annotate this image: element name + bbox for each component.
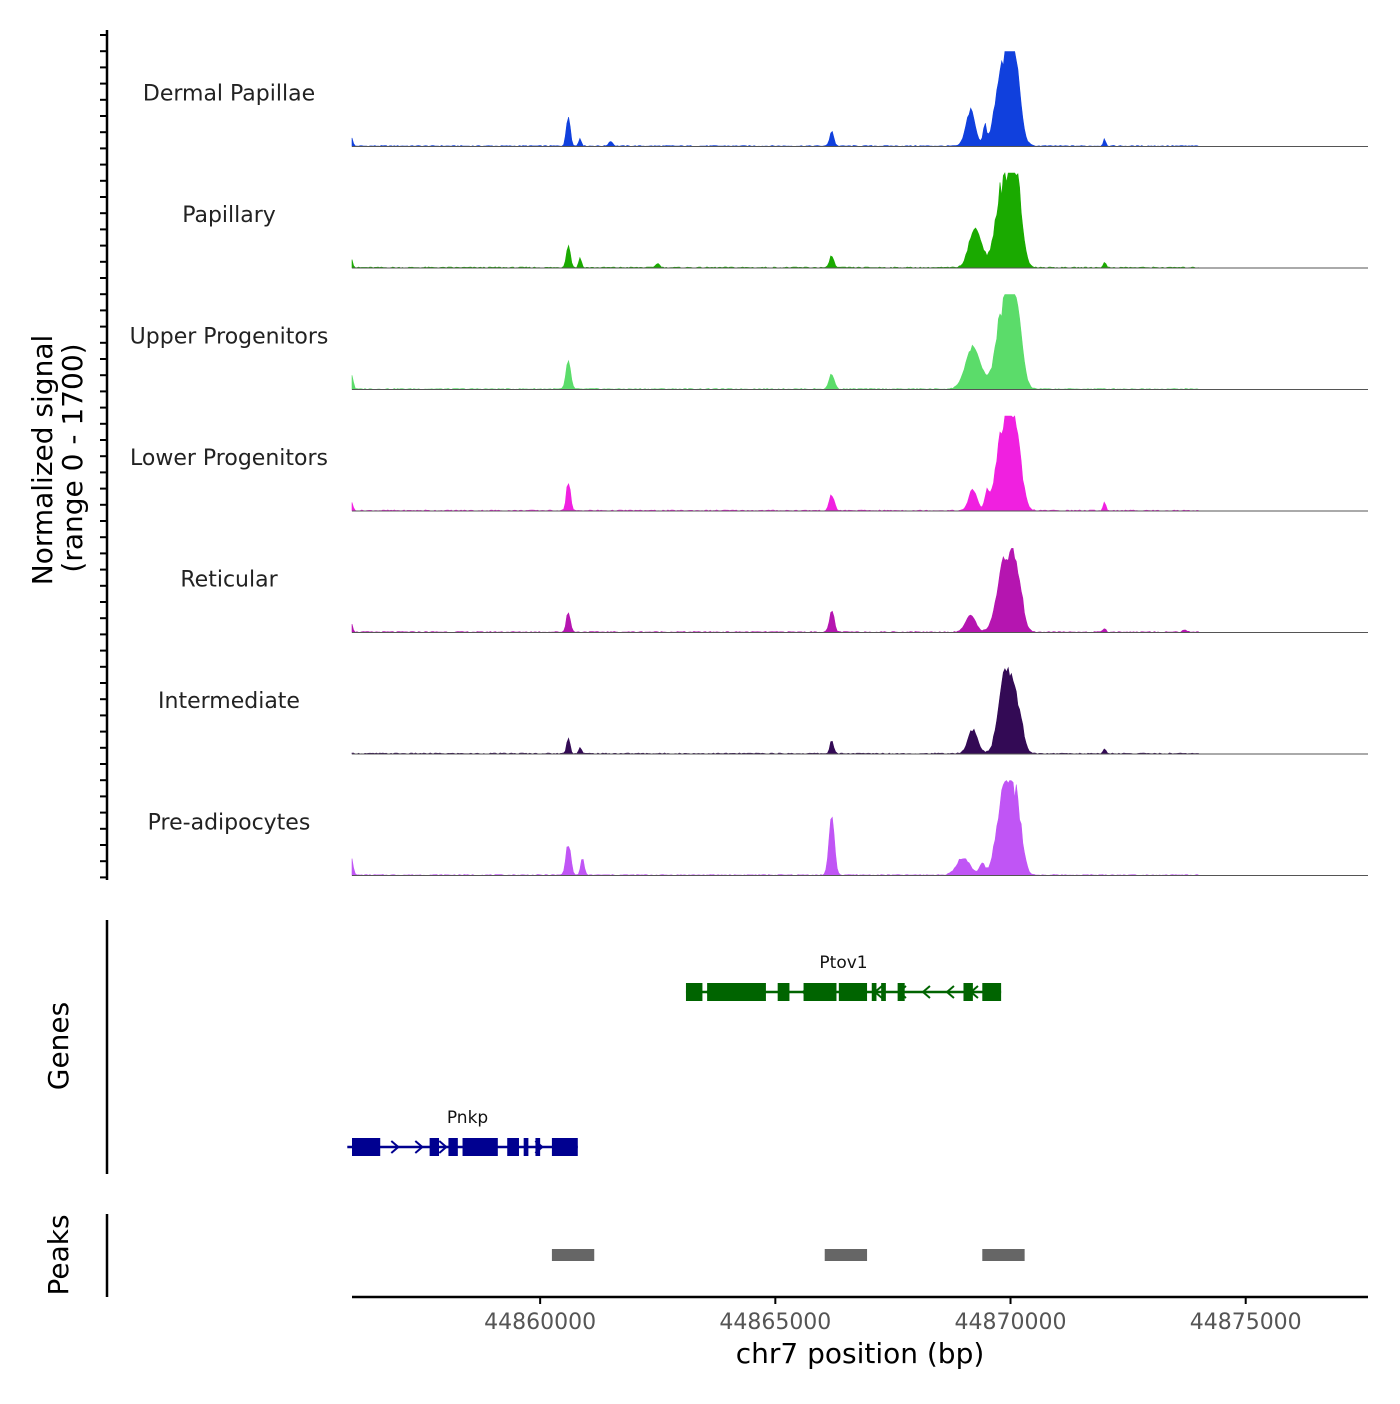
track-label: Upper Progenitors [130, 325, 329, 350]
gene-exon [803, 983, 837, 1001]
strand-arrow [462, 1140, 472, 1154]
strand-arrow [414, 1140, 424, 1154]
gene-exon [535, 1138, 541, 1156]
strand-arrow [510, 1140, 520, 1154]
strand-arrow [873, 985, 883, 999]
gene-exon [429, 1138, 440, 1156]
strand-arrow [801, 985, 811, 999]
y-axis-title-line1: Normalized signal [26, 335, 59, 586]
gene-exon [551, 1138, 578, 1156]
track-label: Intermediate [158, 689, 300, 714]
x-tick-label: 44875000 [1190, 1310, 1302, 1335]
signal-area-4 [351, 547, 1199, 633]
signal-area-3 [351, 415, 1199, 512]
strand-arrow [753, 985, 763, 999]
gene-exon [881, 983, 886, 1001]
peaks-panel [105, 1214, 1025, 1297]
strand-arrow [921, 985, 931, 999]
gene-exon [352, 1138, 381, 1156]
peak-region [551, 1249, 595, 1261]
gene-exon [523, 1138, 529, 1156]
strand-arrow [705, 985, 715, 999]
strand-arrow [366, 1140, 376, 1154]
gene-exon [963, 983, 973, 1001]
track-label: Dermal Papillae [143, 82, 315, 107]
strand-arrow [729, 985, 739, 999]
signal-area-1 [351, 172, 1199, 269]
peak-region [982, 1249, 1025, 1261]
strand-arrow [486, 1140, 496, 1154]
strand-arrow [897, 985, 907, 999]
strand-arrow [969, 985, 979, 999]
gene-label: Ptov1 [819, 953, 867, 973]
x-axis-title: chr7 position (bp) [736, 1337, 985, 1370]
genes-panel-label: Genes [42, 1002, 75, 1090]
peak-region [824, 1249, 868, 1261]
strand-arrow [849, 985, 859, 999]
gene-exon [982, 983, 1002, 1001]
track-label: Papillary [182, 203, 276, 228]
x-tick-label: 44870000 [955, 1310, 1067, 1335]
strand-arrow [777, 985, 787, 999]
peaks-panel-label: Peaks [42, 1214, 75, 1295]
strand-arrow [945, 985, 955, 999]
strand-arrow [390, 1140, 400, 1154]
x-axis: 44860000 44865000 44870000 44875000 [352, 1295, 1368, 1335]
track-label: Lower Progenitors [130, 446, 328, 471]
gene-label: Pnkp [447, 1108, 488, 1128]
strand-arrow [534, 1140, 544, 1154]
track-label: Pre-adipocytes [148, 811, 311, 836]
signal-area-2 [351, 294, 1199, 390]
gene-exon [777, 983, 790, 1001]
gene-exon [707, 983, 766, 1001]
x-tick-label: 44865000 [719, 1310, 831, 1335]
gene-exon [685, 983, 703, 1001]
signal-area-0 [351, 51, 1199, 147]
track-label: Reticular [180, 568, 278, 593]
gene-exon [448, 1138, 458, 1156]
strand-arrow [825, 985, 835, 999]
y-axis-title-line2: (range 0 - 1700) [56, 343, 89, 572]
signal-area-5 [351, 666, 1199, 755]
signal-area-6 [351, 780, 1199, 876]
strand-arrow [438, 1140, 448, 1154]
gene-exon [897, 983, 905, 1001]
signal-tracks: Dermal Papillae Papillary Upper Progenitor… [100, 30, 1368, 880]
genes-panel: Ptov1 Pnkp [105, 920, 1002, 1174]
x-tick-label: 44860000 [484, 1310, 596, 1335]
gene-exon [462, 1138, 498, 1156]
gene-exon [507, 1138, 519, 1156]
gene-exon [838, 983, 868, 1001]
